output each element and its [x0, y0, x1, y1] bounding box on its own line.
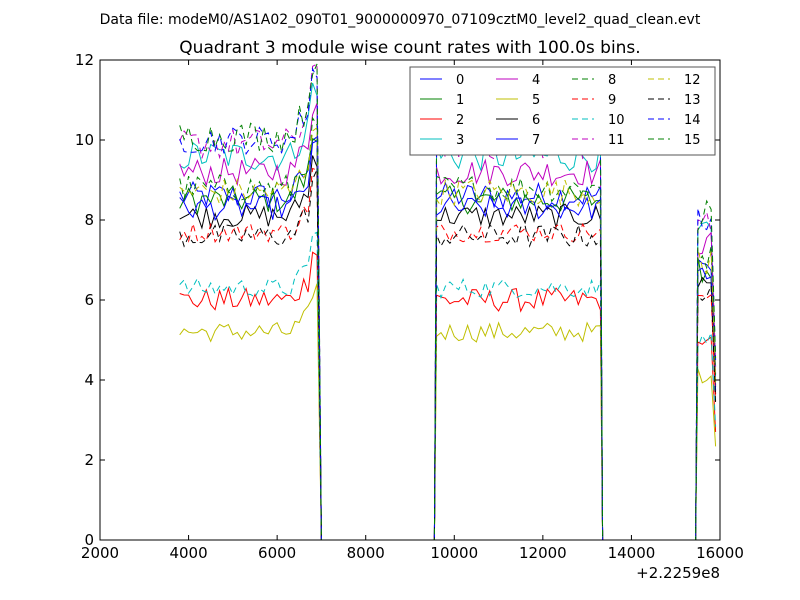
series-line-6	[179, 155, 717, 541]
y-tick-label: 0	[84, 531, 94, 549]
legend-label-12: 12	[684, 73, 701, 88]
legend-label-3: 3	[456, 133, 464, 148]
series-line-4	[179, 103, 717, 541]
legend-label-2: 2	[456, 113, 464, 128]
series-line-12	[179, 126, 717, 541]
legend-label-14: 14	[684, 113, 701, 128]
x-tick-label: 12000	[519, 544, 567, 562]
legend-label-1: 1	[456, 93, 464, 108]
y-tick-label: 10	[75, 131, 94, 149]
y-tick-label: 4	[84, 371, 94, 389]
x-tick-label: 2000	[81, 544, 119, 562]
figure-suptitle: Data file: modeM0/AS1A02_090T01_90000009…	[100, 12, 701, 28]
chart-title: Quadrant 3 module wise count rates with …	[179, 38, 640, 58]
series-line-5	[179, 283, 717, 541]
series-line-13	[179, 169, 717, 541]
series-line-7	[179, 139, 717, 541]
legend-label-7: 7	[532, 133, 540, 148]
series-line-0	[179, 135, 717, 541]
series-line-8	[179, 116, 717, 541]
series-line-3	[179, 82, 717, 541]
series-line-10	[179, 231, 717, 541]
legend-label-5: 5	[532, 93, 540, 108]
legend-label-0: 0	[456, 73, 464, 88]
y-tick-label: 2	[84, 451, 94, 469]
legend-label-10: 10	[608, 113, 625, 128]
legend-label-15: 15	[684, 133, 701, 148]
series-line-1	[179, 137, 717, 541]
x-tick-label: 4000	[169, 544, 207, 562]
y-tick-label: 6	[84, 291, 94, 309]
legend-label-11: 11	[608, 133, 625, 148]
legend-label-13: 13	[684, 93, 701, 108]
x-tick-label: 8000	[347, 544, 385, 562]
x-tick-label: 14000	[608, 544, 656, 562]
axis-ticks: 2000 4000 6000 8000 10000 12000 14000 16000 0 2 4 6…	[75, 51, 744, 562]
x-tick-label: 10000	[430, 544, 478, 562]
series-line-9	[179, 167, 717, 541]
legend-label-8: 8	[608, 73, 616, 88]
x-tick-label: 6000	[258, 544, 296, 562]
legend-label-4: 4	[532, 73, 540, 88]
series-line-11	[179, 63, 717, 541]
x-offset-label: +2.2259e8	[636, 564, 720, 582]
legend-label-6: 6	[532, 113, 540, 128]
legend-box	[409, 66, 716, 156]
x-tick-label: 16000	[696, 544, 744, 562]
y-tick-label: 8	[84, 211, 94, 229]
y-tick-label: 12	[75, 51, 94, 69]
series-line-2	[179, 251, 717, 541]
legend-label-9: 9	[608, 93, 616, 108]
